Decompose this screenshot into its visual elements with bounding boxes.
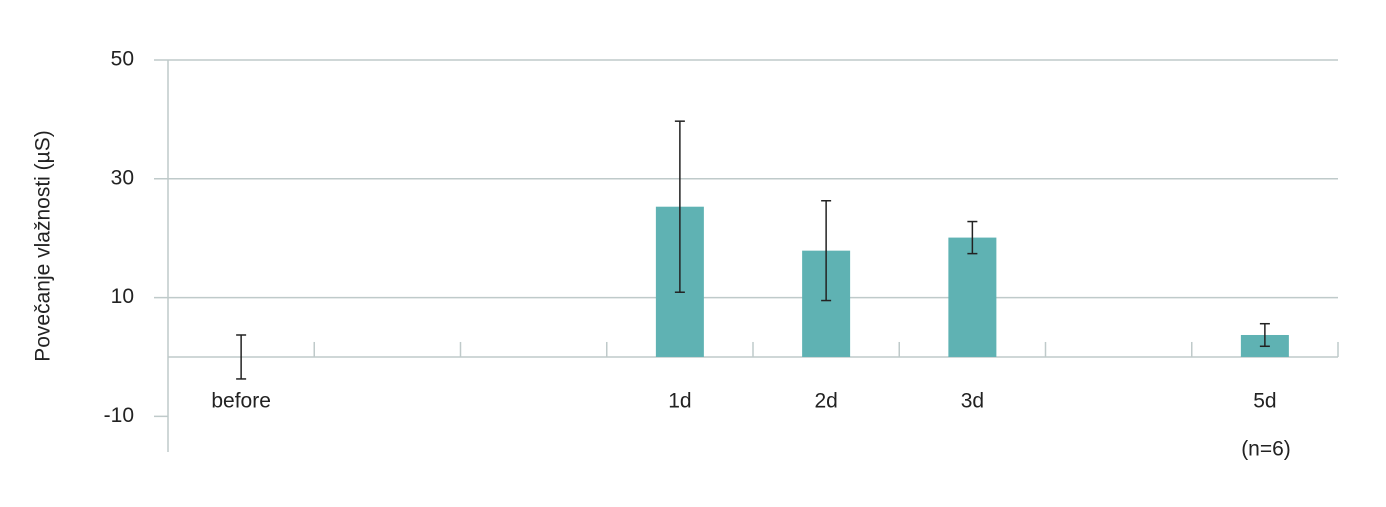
y-tick-label: -10 xyxy=(104,404,134,427)
error-bar xyxy=(674,120,685,293)
error-bar xyxy=(1259,322,1270,348)
x-tick-label: 2d xyxy=(814,390,837,413)
x-tick-label: 1d xyxy=(668,390,691,413)
error-bar xyxy=(821,200,832,302)
error-bar xyxy=(236,334,247,380)
y-tick-label: 30 xyxy=(111,166,134,189)
x-tick-label: 3d xyxy=(961,390,984,413)
y-axis-label: Povečanje vlažnosti (µS) xyxy=(32,130,55,362)
x-tick-label: before xyxy=(211,390,271,413)
y-tick-label: 10 xyxy=(111,285,134,308)
x-tick-label: 5d xyxy=(1253,390,1276,413)
annotation: (n=6) xyxy=(1241,438,1291,461)
error-bar xyxy=(967,220,978,255)
y-tick-label: 50 xyxy=(111,48,134,71)
bar xyxy=(948,237,997,357)
